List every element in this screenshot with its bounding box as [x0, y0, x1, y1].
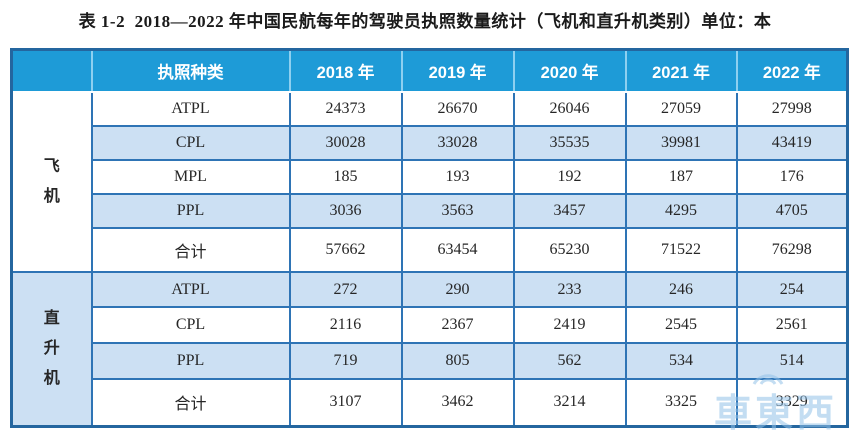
value-cell: 39981: [624, 124, 738, 161]
corner-cell: [10, 48, 93, 93]
value-cell: 805: [400, 342, 515, 380]
column-header-2021: 2021 年: [624, 48, 738, 93]
category-cell-airplane: 飞机: [10, 91, 93, 273]
value-cell: 176: [735, 158, 849, 195]
table-row-airplane-total: 合计 57662 63454 65230 71522 76298: [12, 226, 849, 273]
table-title: 表 1-2 2018—2022 年中国民航每年的驾驶员执照数量统计（飞机和直升机…: [78, 12, 772, 31]
value-cell: 2116: [288, 306, 403, 345]
table-row-helicopter-atpl: 直升机 ATPL 272 290 233 246 254: [10, 270, 849, 428]
value-cell: 76298: [735, 226, 849, 273]
value-cell: 4295: [624, 192, 738, 229]
value-cell: 57662: [288, 226, 403, 273]
license-type-cell: ATPL: [90, 270, 291, 309]
table-row-airplane-mpl: MPL 185 193 192 187 176: [12, 158, 849, 195]
value-cell: 43419: [735, 124, 849, 161]
value-cell: 4705: [735, 192, 849, 229]
value-cell: 185: [288, 158, 403, 195]
column-header-2018: 2018 年: [288, 48, 403, 93]
table-row-helicopter-ppl: PPL 719 805 562 534 514: [12, 342, 849, 380]
value-cell: 26046: [512, 91, 627, 127]
license-type-cell: 合计: [90, 226, 291, 273]
value-cell: 26670: [400, 91, 515, 127]
value-cell: 562: [512, 342, 627, 380]
category-cell-helicopter: 直升机: [10, 270, 93, 428]
column-header-2022: 2022 年: [735, 48, 849, 93]
value-cell: 2367: [400, 306, 515, 345]
value-cell: 193: [400, 158, 515, 195]
license-type-cell: PPL: [90, 192, 291, 229]
license-type-cell: MPL: [90, 158, 291, 195]
value-cell: 254: [735, 270, 849, 309]
header-row: 执照种类 2018 年 2019 年 2020 年 2021 年 2022 年: [10, 48, 849, 93]
value-cell: 2419: [512, 306, 627, 345]
value-cell: 27998: [735, 91, 849, 127]
value-cell: 233: [512, 270, 627, 309]
value-cell: 246: [624, 270, 738, 309]
value-cell: 192: [512, 158, 627, 195]
value-cell: 63454: [400, 226, 515, 273]
value-cell: 65230: [512, 226, 627, 273]
column-header-license-type: 执照种类: [90, 48, 291, 93]
value-cell: 27059: [624, 91, 738, 127]
license-type-cell: 合计: [90, 377, 291, 428]
value-cell: 514: [735, 342, 849, 380]
value-cell: 2545: [624, 306, 738, 345]
value-cell: 33028: [400, 124, 515, 161]
value-cell: 3457: [512, 192, 627, 229]
value-cell: 3036: [288, 192, 403, 229]
value-cell: 2561: [735, 306, 849, 345]
value-cell: 71522: [624, 226, 738, 273]
value-cell: 272: [288, 270, 403, 309]
value-cell: 187: [624, 158, 738, 195]
pilot-license-table: 执照种类 2018 年 2019 年 2020 年 2021 年 2022 年 …: [10, 48, 849, 428]
value-cell: 3462: [400, 377, 515, 428]
category-label: 直升机: [43, 310, 60, 387]
table-row-airplane-atpl: 飞机 ATPL 24373 26670 26046 27059 27998: [10, 91, 849, 273]
license-type-cell: ATPL: [90, 91, 291, 127]
column-header-2020: 2020 年: [512, 48, 627, 93]
value-cell: 3329: [735, 377, 849, 428]
table-row-airplane-cpl: CPL 30028 33028 35535 39981 43419: [12, 124, 849, 161]
value-cell: 35535: [512, 124, 627, 161]
value-cell: 30028: [288, 124, 403, 161]
column-header-2019: 2019 年: [400, 48, 515, 93]
table-row-helicopter-cpl: CPL 2116 2367 2419 2545 2561: [12, 306, 849, 345]
value-cell: 3214: [512, 377, 627, 428]
value-cell: 3563: [400, 192, 515, 229]
value-cell: 24373: [288, 91, 403, 127]
value-cell: 3107: [288, 377, 403, 428]
table-row-airplane-ppl: PPL 3036 3563 3457 4295 4705: [12, 192, 849, 229]
license-type-cell: CPL: [90, 306, 291, 345]
value-cell: 534: [624, 342, 738, 380]
value-cell: 3325: [624, 377, 738, 428]
category-label: 飞机: [43, 158, 60, 205]
value-cell: 290: [400, 270, 515, 309]
license-type-cell: PPL: [90, 342, 291, 380]
table-row-helicopter-total: 合计 3107 3462 3214 3325 3329: [12, 377, 849, 428]
value-cell: 719: [288, 342, 403, 380]
license-type-cell: CPL: [90, 124, 291, 161]
